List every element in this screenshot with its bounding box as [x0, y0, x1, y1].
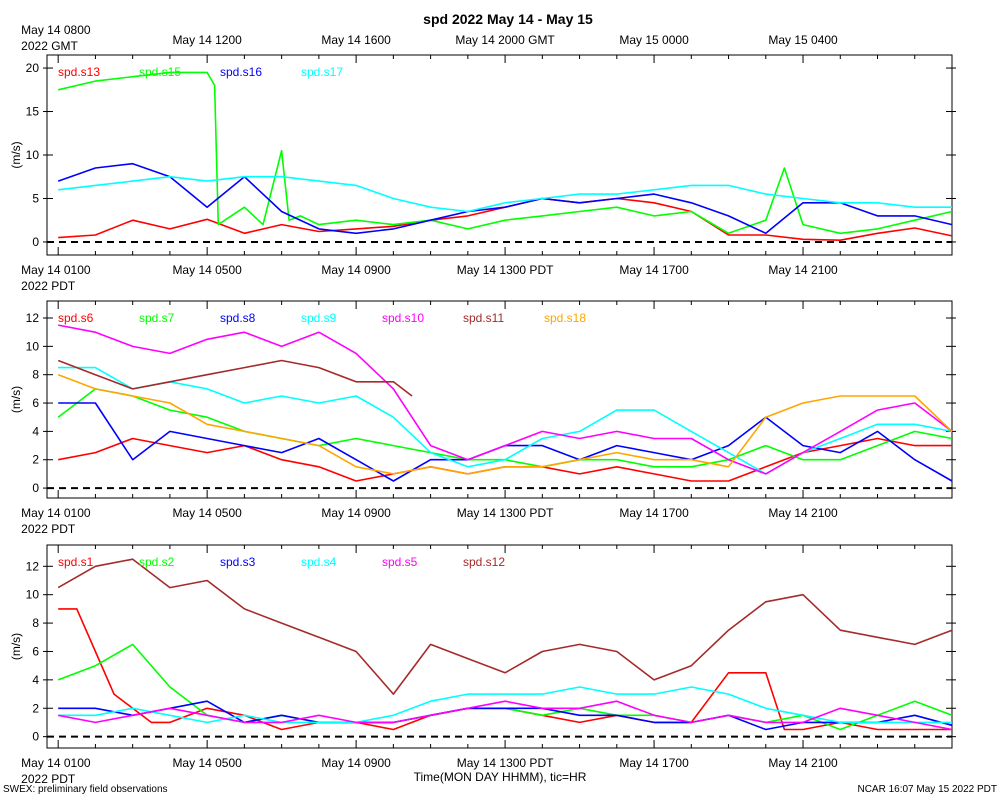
pdt-time-label: May 14 0900	[321, 506, 391, 520]
x-axis-title: Time(MON DAY HHMM), tic=HR	[414, 770, 587, 784]
legend-spd-s11: spd.s11	[463, 311, 504, 325]
pdt-time-label: May 14 0900	[321, 756, 391, 770]
y-tick-label: 0	[32, 730, 39, 744]
series-line-spd-s13	[58, 197, 953, 241]
legend-spd-s1: spd.s1	[58, 555, 94, 569]
series-line-spd-s9	[58, 366, 953, 475]
pdt-time-label: 2022 PDT	[21, 279, 76, 293]
gmt-time-label: May 15 0000	[619, 33, 689, 47]
y-tick-label: 10	[26, 148, 40, 162]
gmt-time-label: 2022 GMT	[21, 39, 78, 53]
pdt-time-label: May 14 0900	[321, 263, 391, 277]
legend-spd-s10: spd.s10	[382, 311, 424, 325]
y-tick-label: 8	[32, 368, 39, 382]
series-line-spd-s12	[57, 558, 953, 695]
y-axis-label: (m/s)	[9, 633, 23, 660]
y-tick-label: 6	[32, 396, 39, 410]
gmt-time-label: May 14 1600	[321, 33, 391, 47]
figure-title: spd 2022 May 14 - May 15	[423, 11, 593, 27]
legend-spd-s2: spd.s2	[139, 555, 175, 569]
pdt-time-label: May 14 1700	[619, 756, 689, 770]
series-line-spd-s4	[58, 686, 952, 724]
panel-frame	[46, 544, 953, 749]
series-line-spd-s18	[57, 373, 953, 475]
legend-spd-s12: spd.s12	[463, 555, 505, 569]
y-tick-label: 4	[32, 424, 39, 438]
y-tick-label: 10	[26, 588, 40, 602]
pdt-time-label: May 14 0100	[21, 506, 91, 520]
y-tick-label: 0	[32, 481, 39, 495]
y-tick-label: 8	[32, 616, 39, 630]
y-tick-label: 6	[32, 644, 39, 658]
series-line-spd-s16	[57, 162, 953, 235]
footer-right: NCAR 16:07 May 15 2022 PDT	[857, 784, 997, 795]
legend-spd-s7: spd.s7	[139, 311, 175, 325]
pdt-time-label: May 14 0500	[172, 506, 242, 520]
pdt-time-label: May 14 1700	[619, 506, 689, 520]
y-tick-label: 15	[26, 105, 40, 119]
legend-spd-s15: spd.s15	[139, 65, 181, 79]
pdt-time-label: May 14 2100	[768, 506, 838, 520]
pdt-time-label: May 14 0500	[172, 756, 242, 770]
pdt-time-label: May 14 0100	[21, 263, 91, 277]
y-tick-label: 2	[32, 453, 39, 467]
pdt-time-label: May 14 0100	[21, 756, 91, 770]
gmt-time-label: May 14 1200	[172, 33, 242, 47]
pdt-time-label: May 14 1300 PDT	[457, 756, 554, 770]
gmt-time-label: May 14 2000 GMT	[455, 33, 555, 47]
pdt-time-label: May 14 1300 PDT	[457, 263, 554, 277]
pdt-time-label: May 14 1700	[619, 263, 689, 277]
series-line-spd-s10	[58, 324, 953, 475]
y-tick-label: 2	[32, 701, 39, 715]
pdt-time-label: May 14 2100	[768, 263, 838, 277]
series-line-spd-s17	[58, 175, 952, 213]
legend-spd-s13: spd.s13	[58, 65, 100, 79]
y-tick-label: 20	[26, 61, 40, 75]
series-line-spd-s1	[58, 608, 952, 731]
series-line-spd-s11	[57, 359, 413, 397]
pdt-time-label: May 14 1300 PDT	[457, 506, 554, 520]
legend-spd-s6: spd.s6	[58, 311, 94, 325]
footer-left: SWEX: preliminary field observations	[3, 784, 168, 795]
y-tick-label: 0	[32, 235, 39, 249]
legend-spd-s3: spd.s3	[220, 555, 256, 569]
series-line-spd-s15	[58, 71, 953, 235]
gmt-time-label: May 15 0400	[768, 33, 838, 47]
series-line-spd-s5	[58, 700, 953, 731]
series-line-spd-s3	[58, 700, 953, 731]
y-tick-label: 12	[26, 311, 40, 325]
legend-spd-s16: spd.s16	[220, 65, 262, 79]
panel-3: 0 2 4 6 8 10 12 (m/s) spd.s1 spd.s2 spd.s3 spd.s4 sp…	[9, 544, 956, 786]
pdt-time-label: 2022 PDT	[21, 772, 76, 786]
panel-1: 0 5 10 15 20 (m/s) spd.s13 spd.s15 spd.s16 spd.s1…	[9, 54, 956, 293]
pdt-time-label: May 14 0500	[172, 263, 242, 277]
legend-spd-s9: spd.s9	[301, 311, 337, 325]
pdt-time-label: 2022 PDT	[21, 522, 76, 536]
y-tick-label: 10	[26, 339, 40, 353]
y-tick-label: 12	[26, 559, 40, 573]
legend-spd-s17: spd.s17	[301, 65, 343, 79]
y-axis-label: (m/s)	[9, 386, 23, 413]
panel-frame	[46, 300, 953, 499]
y-tick-label: 4	[32, 673, 39, 687]
panel-2: 0 2 4 6 8 10 12 (m/s) spd.s6 spd.s7 spd.s8 spd.s9 sp…	[9, 300, 956, 536]
legend-spd-s8: spd.s8	[220, 311, 256, 325]
legend-spd-s18: spd.s18	[544, 311, 586, 325]
y-tick-label: 5	[32, 191, 39, 205]
legend-spd-s4: spd.s4	[301, 555, 337, 569]
legend-spd-s5: spd.s5	[382, 555, 418, 569]
gmt-time-axis-labels: May 14 0800 2022 GMT May 14 1200 May 14 160…	[21, 23, 838, 53]
gmt-time-label: May 14 0800	[21, 23, 91, 37]
y-axis-label: (m/s)	[9, 141, 23, 168]
pdt-time-label: May 14 2100	[768, 756, 838, 770]
